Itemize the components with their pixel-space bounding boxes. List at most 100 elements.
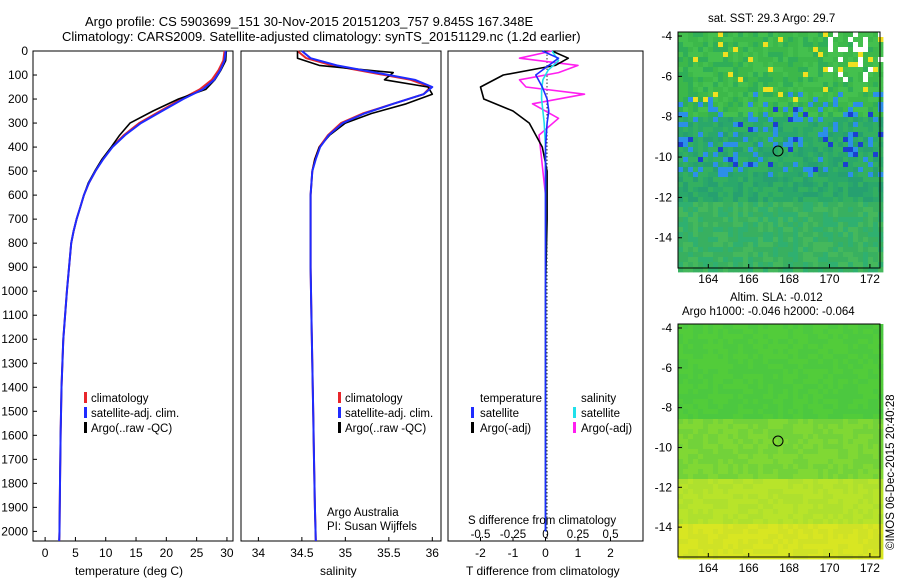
sst-pixel (693, 162, 699, 168)
sla-pixel (703, 469, 709, 475)
sst-pixel (688, 162, 694, 168)
sst-pixel (758, 257, 764, 263)
sla-pixel (813, 369, 819, 375)
sla-pixel (713, 544, 719, 550)
sla-pixel (828, 399, 834, 405)
sst-pixel (753, 242, 759, 248)
sst-pixel (868, 177, 874, 183)
sst-pixel (743, 32, 749, 38)
sst-pixel (878, 162, 884, 168)
sla-pixel (813, 364, 819, 370)
depth-tick-label: 1100 (2, 308, 28, 322)
sla-pixel (828, 454, 834, 460)
sla-pixel (743, 354, 749, 360)
sla-pixel (863, 529, 869, 535)
sst-pixel (793, 227, 799, 233)
sla-pixel (823, 534, 829, 540)
sla-pixel (808, 544, 814, 550)
sla-pixel (858, 539, 864, 545)
sst-pixel (868, 102, 874, 108)
sla-pixel (768, 329, 774, 335)
sla-pixel (878, 354, 884, 360)
sst-pixel (758, 252, 764, 258)
sst-pixel (808, 152, 814, 158)
sla-pixel (798, 434, 804, 440)
sla-pixel (778, 409, 784, 415)
sla-pixel (873, 469, 879, 475)
sla-pixel (808, 379, 814, 385)
sst-pixel (763, 47, 769, 53)
sla-pixel (753, 474, 759, 480)
sla-pixel (843, 504, 849, 510)
sst-pixel (818, 212, 824, 218)
sst-pixel (743, 222, 749, 228)
sst-pixel (758, 62, 764, 68)
sla-pixel (723, 429, 729, 435)
sst-pixel (833, 237, 839, 243)
sst-pixel (778, 217, 784, 223)
sla-pixel (828, 519, 834, 525)
sla-pixel (798, 419, 804, 425)
sst-pixel (708, 122, 714, 128)
sla-pixel (713, 454, 719, 460)
sst-pixel (823, 157, 829, 163)
sla-pixel (723, 459, 729, 465)
sst-pixel (723, 212, 729, 218)
sst-pixel (783, 37, 789, 43)
sst-pixel (693, 202, 699, 208)
sst-pixel (698, 252, 704, 258)
sal-x-tick-label: 35 (339, 546, 353, 560)
sst-pixel (798, 242, 804, 248)
sst-pixel (693, 82, 699, 88)
sst-pixel (788, 52, 794, 58)
sla-pixel (678, 434, 684, 440)
sla-pixel (843, 494, 849, 500)
sla-pixel (788, 339, 794, 345)
sla-pixel (718, 324, 724, 330)
sla-pixel (733, 489, 739, 495)
sla-pixel (843, 349, 849, 355)
sla-pixel (803, 529, 809, 535)
sst-pixel (878, 102, 884, 108)
sla-pixel (723, 504, 729, 510)
sst-pixel (828, 117, 834, 123)
sla-pixel (738, 469, 744, 475)
sla-pixel (823, 379, 829, 385)
sla-pixel (808, 499, 814, 505)
sst-pixel (693, 122, 699, 128)
sst-pixel (733, 82, 739, 88)
sst-pixel (753, 132, 759, 138)
sst-pixel (798, 107, 804, 113)
sst-pixel (753, 32, 759, 38)
sst-pixel (813, 192, 819, 198)
sst-pixel (758, 207, 764, 213)
sla-pixel (713, 439, 719, 445)
sla-pixel (708, 544, 714, 550)
sst-pixel (698, 97, 704, 103)
sst-pixel (738, 42, 744, 48)
temp-x-tick-label: 10 (99, 546, 113, 560)
sst-pixel (788, 247, 794, 253)
sla-pixel (843, 529, 849, 535)
sst-pixel (788, 72, 794, 78)
sla-pixel (848, 379, 854, 385)
sla-pixel (808, 469, 814, 475)
sla-pixel (828, 444, 834, 450)
sla-pixel (878, 514, 884, 520)
sla-pixel (758, 524, 764, 530)
sst-pixel (723, 162, 729, 168)
sst-pixel (733, 247, 739, 253)
sla-pixel (818, 404, 824, 410)
sst-pixel (723, 32, 729, 38)
sst-pixel (803, 132, 809, 138)
sla-pixel (678, 544, 684, 550)
sst-pixel (873, 212, 879, 218)
sla-pixel (693, 484, 699, 490)
sst-pixel (678, 137, 684, 143)
sla-pixel (728, 514, 734, 520)
sla-pixel (788, 424, 794, 430)
sst-pixel (688, 42, 694, 48)
sla-pixel (698, 359, 704, 365)
sst-pixel (813, 32, 819, 38)
sla-pixel (778, 419, 784, 425)
